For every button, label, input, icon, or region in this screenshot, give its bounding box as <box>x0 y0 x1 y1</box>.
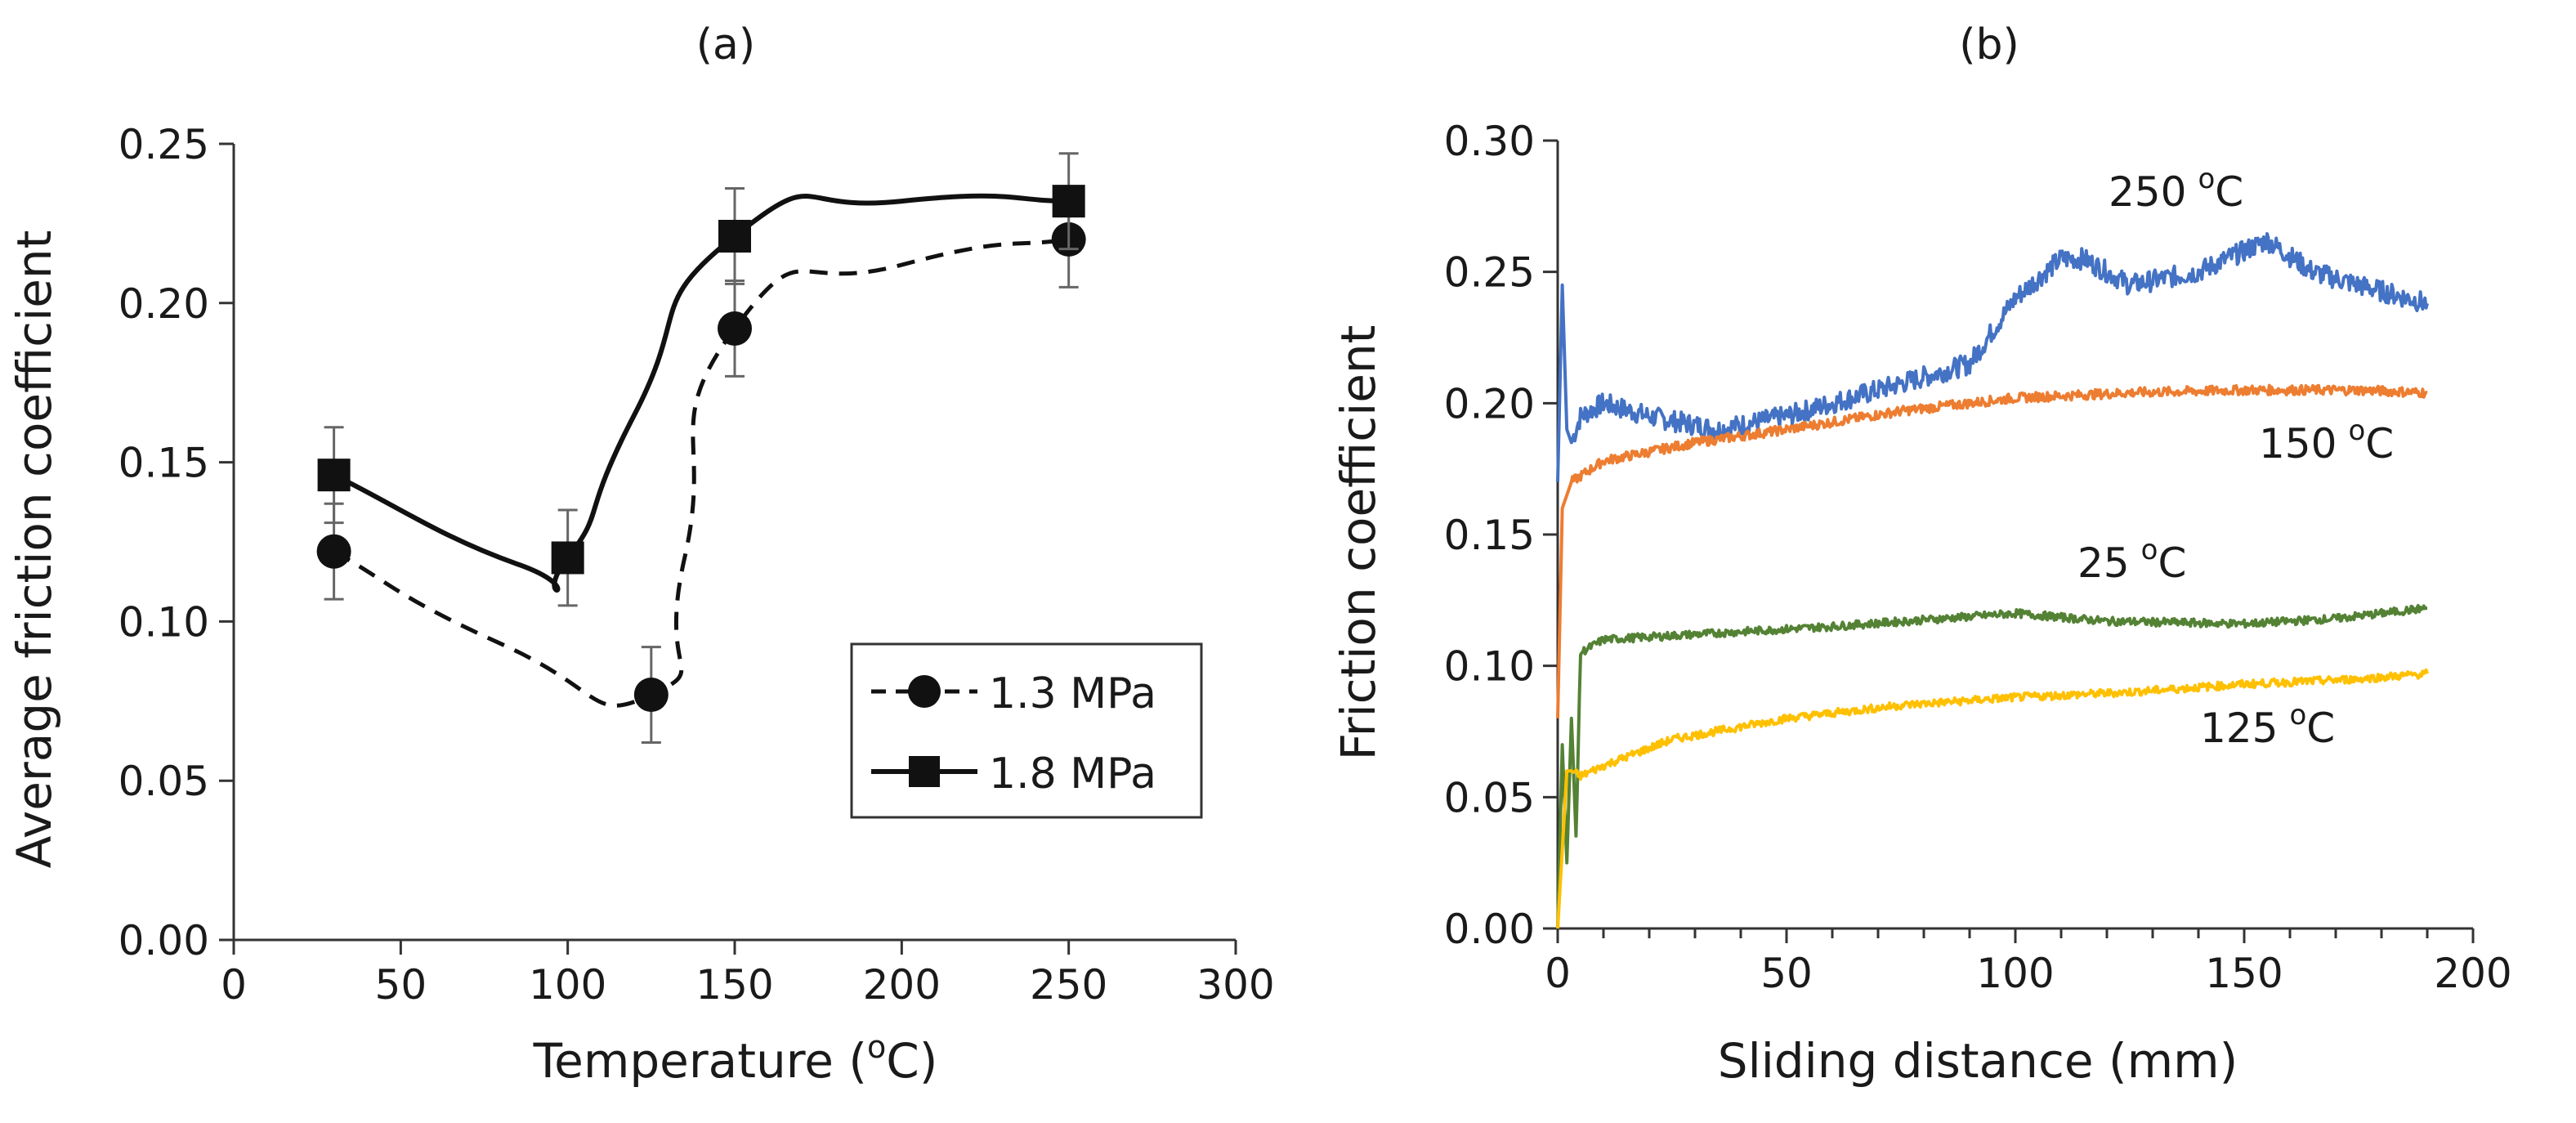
panel-a-y-tick-label: 0.25 <box>119 121 209 168</box>
panel-a-y-tick-label: 0.20 <box>119 280 209 328</box>
label-150c-value: 150 <box>2259 420 2337 468</box>
panel-b-x-tick-label: 100 <box>1976 950 2054 997</box>
legend: 1.3 MPa 1.8 MPa <box>850 642 1203 819</box>
legend-square-marker <box>909 756 940 787</box>
panel-b-y-tick-label: 0.10 <box>1444 643 1535 691</box>
panel-b-y-tick-label: 0.30 <box>1444 118 1535 165</box>
panel-a-y-label: Average friction coefficient <box>7 230 62 869</box>
label-250c: 250 oC <box>2109 163 2243 216</box>
panel-b-x-label: Sliding distance (mm) <box>1718 1033 2238 1089</box>
panel-a-y-tick-label: 0.00 <box>119 917 209 964</box>
point-1-8mpa <box>1052 185 1085 218</box>
panel-b-x-tick-label: 50 <box>1760 950 1813 997</box>
panel-a-markers <box>316 152 1086 744</box>
panel-b-annotations: 250 oC 150 oC 25 oC 125 oC <box>2077 163 2394 752</box>
panel-b: (b) 0.00 0.05 0.10 0.15 0.20 0.25 0.30 0 50 100 1… <box>1330 20 2512 1089</box>
panel-b-label: (b) <box>1959 20 2019 69</box>
label-25c: 25 oC <box>2077 534 2186 587</box>
label-150c: 150 oC <box>2259 414 2394 468</box>
point-1-8mpa <box>551 541 584 575</box>
panel-a: (a) 0.00 0.05 0.10 0.15 0.20 0.25 0 50 100 150 20… <box>7 20 1275 1089</box>
legend-label-1-8mpa: 1.8 MPa <box>989 749 1156 799</box>
label-125c-value: 125 <box>2200 705 2278 752</box>
point-1-8mpa <box>317 459 351 492</box>
label-150c-unit: C <box>2365 420 2394 468</box>
panel-b-y-tick-label: 0.15 <box>1444 512 1535 559</box>
series-1-3mpa-curve <box>333 237 1070 708</box>
panel-a-x-tick-label: 0 <box>221 961 247 1009</box>
point-1-3mpa <box>316 534 351 569</box>
panel-b-y-tick-label: 0.00 <box>1444 906 1535 953</box>
panel-b-y-tick-label: 0.20 <box>1444 380 1535 427</box>
label-250c-value: 250 <box>2109 168 2186 216</box>
panel-a-x-tick-label: 50 <box>375 961 427 1009</box>
series-25c-line <box>1556 604 2428 929</box>
panel-a-y-tick-label: 0.05 <box>119 758 209 805</box>
label-250c-unit: C <box>2215 168 2243 216</box>
panel-b-x-tick-label: 200 <box>2434 950 2511 997</box>
panel-a-y-tick-label: 0.10 <box>119 598 209 646</box>
panel-a-x-tick-label: 150 <box>695 961 773 1009</box>
panel-b-y-tick-label: 0.25 <box>1444 249 1535 297</box>
panel-a-x-label: Temperature (oC) <box>533 1029 938 1089</box>
label-250c-sup: o <box>2198 163 2215 195</box>
panel-b-series-lines <box>1556 232 2429 929</box>
point-1-8mpa <box>718 219 751 253</box>
panel-a-x-ticks: 0 50 100 150 200 250 300 <box>221 940 1275 1009</box>
panel-a-x-tick-label: 100 <box>529 961 606 1009</box>
panel-b-x-tick-label: 0 <box>1545 950 1571 997</box>
legend-circle-marker <box>908 675 941 708</box>
panel-b-x-tick-label: 150 <box>2205 950 2283 997</box>
point-1-3mpa <box>633 678 669 713</box>
label-150c-sup: o <box>2348 414 2365 447</box>
series-1-8mpa-curve <box>333 193 1069 593</box>
panel-a-x-label-sup: o <box>867 1029 886 1065</box>
series-150c-line <box>1556 383 2428 718</box>
legend-box <box>850 642 1203 819</box>
panel-a-label: (a) <box>696 20 755 69</box>
panel-a-x-label-end: C) <box>886 1033 937 1089</box>
panel-a-x-label-text: Temperature ( <box>533 1033 867 1089</box>
series-125c-line <box>1556 668 2429 929</box>
panel-a-x-tick-label: 300 <box>1196 961 1274 1009</box>
panel-b-y-tick-label: 0.05 <box>1444 774 1535 821</box>
panel-a-x-tick-label: 200 <box>863 961 941 1009</box>
label-125c-unit: C <box>2306 705 2335 752</box>
label-25c-unit: C <box>2158 539 2186 587</box>
point-1-3mpa <box>718 311 752 346</box>
panel-a-y-ticks: 0.00 0.05 0.10 0.15 0.20 0.25 <box>119 121 234 964</box>
panel-b-y-ticks: 0.00 0.05 0.10 0.15 0.20 0.25 0.30 <box>1444 118 1558 953</box>
panel-b-y-label: Friction coefficient <box>1330 325 1386 761</box>
panel-a-y-tick-label: 0.15 <box>119 440 209 487</box>
panel-a-x-tick-label: 250 <box>1030 961 1107 1009</box>
panel-b-x-ticks: 0 50 100 150 200 <box>1545 928 2512 997</box>
label-125c-sup: o <box>2289 699 2306 732</box>
label-125c: 125 oC <box>2200 699 2335 752</box>
legend-label-1-3mpa: 1.3 MPa <box>989 669 1156 718</box>
label-25c-sup: o <box>2141 534 2158 566</box>
label-25c-value: 25 <box>2077 539 2130 587</box>
